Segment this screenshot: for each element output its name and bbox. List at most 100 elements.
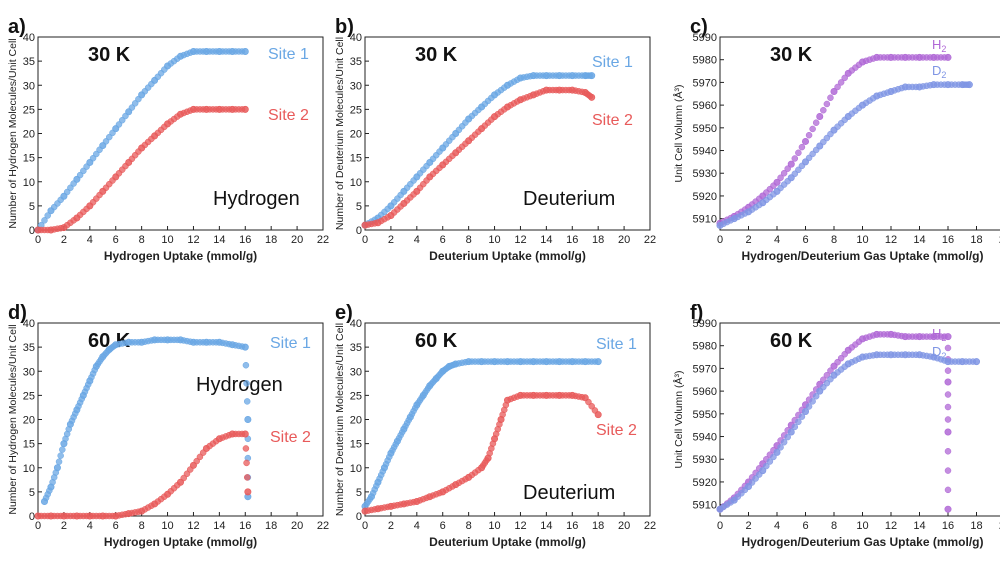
y-tick-label: 5970	[693, 363, 717, 375]
data-point	[944, 367, 952, 374]
data-point	[242, 361, 250, 369]
temperature-label: 60 K	[415, 330, 458, 352]
x-tick-label: 18	[265, 234, 277, 246]
y-tick-label: 5980	[693, 55, 717, 67]
x-tick-label: 2	[61, 234, 67, 246]
data-point	[805, 131, 813, 139]
x-tick-label: 4	[414, 520, 420, 532]
x-tick-label: 0	[717, 234, 723, 246]
data-point	[787, 160, 795, 168]
x-tick-label: 6	[113, 234, 119, 246]
data-point	[944, 428, 952, 436]
data-point	[827, 367, 834, 374]
y-tick-label: 40	[350, 32, 362, 44]
series-label: H2	[932, 326, 946, 343]
data-point	[795, 149, 802, 157]
x-tick-label: 8	[139, 520, 145, 532]
x-tick-label: 0	[362, 520, 368, 532]
y-tick-label: 40	[23, 318, 35, 330]
x-tick-label: 14	[913, 520, 925, 532]
x-axis-label: Deuterium Uptake (mmol/g)	[429, 535, 586, 549]
data-point	[241, 430, 249, 438]
data-point	[827, 94, 834, 101]
x-tick-label: 0	[362, 234, 368, 246]
series-h2	[716, 53, 952, 227]
data-point	[791, 155, 799, 162]
series-label: Site 2	[596, 422, 637, 439]
y-tick-label: 15	[23, 153, 35, 165]
series-label-main: D	[932, 63, 941, 78]
data-point	[759, 467, 767, 475]
series-site-2	[361, 86, 596, 229]
y-tick-label: 5910	[693, 500, 717, 512]
series-label-main: D	[932, 344, 941, 359]
data-point	[243, 398, 251, 405]
data-point	[57, 452, 64, 459]
y-tick-label: 5	[29, 201, 35, 213]
x-tick-label: 4	[774, 234, 780, 246]
y-axis-label: Number of Hydrogen Molecules/Unit Cell	[7, 38, 19, 228]
data-point	[594, 358, 602, 366]
series-label-subscript: 2	[941, 70, 946, 80]
data-point	[242, 445, 250, 452]
y-tick-label: 5960	[693, 100, 717, 112]
x-tick-label: 12	[187, 234, 199, 246]
gas-label: Hydrogen	[196, 374, 283, 396]
y-tick-label: 5940	[693, 146, 717, 158]
x-tick-label: 20	[618, 234, 630, 246]
x-tick-label: 16	[942, 520, 954, 532]
x-tick-label: 12	[187, 520, 199, 532]
data-point	[944, 403, 952, 411]
data-point	[588, 93, 596, 101]
data-point	[244, 488, 252, 496]
x-tick-label: 18	[265, 520, 277, 532]
x-tick-label: 6	[113, 520, 119, 532]
gas-label: Deuterium	[523, 482, 615, 504]
y-tick-label: 5990	[693, 32, 717, 44]
series-label-main: H	[932, 326, 941, 341]
panel-f: 0 2 4 6 8 10 12 14 16 18 20 5910 5920 5930 5940 5950 596…	[672, 302, 1000, 549]
x-tick-label: 20	[291, 234, 303, 246]
y-tick-label: 35	[350, 342, 362, 354]
data-point	[241, 343, 249, 351]
y-tick-label: 10	[23, 177, 35, 189]
y-tick-label: 30	[350, 80, 362, 92]
y-tick-label: 5980	[693, 341, 717, 353]
data-point	[243, 474, 251, 481]
panel-a: 0 2 4 6 8 10 12 14 16 18 20 22 0 5 10 15 20 25 30 35 40 Hydro…	[7, 16, 329, 263]
x-tick-label: 6	[802, 520, 808, 532]
data-point	[41, 217, 48, 224]
data-point	[763, 462, 770, 470]
gas-label: Deuterium	[523, 188, 615, 210]
data-point	[777, 174, 784, 182]
y-tick-label: 30	[350, 366, 362, 378]
temperature-label: 30 K	[415, 44, 458, 66]
y-tick-label: 20	[23, 415, 35, 427]
data-point	[809, 125, 816, 133]
y-tick-label: 20	[350, 129, 362, 141]
data-point	[944, 391, 952, 398]
data-point	[972, 358, 980, 366]
y-tick-label: 5930	[693, 168, 717, 180]
y-tick-label: 5930	[693, 454, 717, 466]
data-point	[241, 47, 249, 55]
series-d2	[716, 351, 980, 513]
y-tick-label: 20	[350, 415, 362, 427]
data-point	[243, 380, 250, 387]
x-tick-label: 8	[831, 520, 837, 532]
y-tick-label: 5920	[693, 191, 717, 203]
x-tick-label: 2	[745, 234, 751, 246]
y-tick-label: 10	[350, 177, 362, 189]
series-label: H2	[932, 37, 946, 54]
y-tick-label: 25	[350, 104, 362, 116]
x-tick-label: 12	[514, 234, 526, 246]
x-tick-label: 12	[514, 520, 526, 532]
data-point	[944, 505, 952, 513]
data-point	[243, 459, 250, 467]
y-tick-label: 5970	[693, 77, 717, 89]
y-axis-label: Number of Deuterium Molecules/Unit Cell	[334, 323, 346, 516]
x-tick-label: 8	[466, 234, 472, 246]
data-point	[830, 87, 838, 95]
x-tick-label: 20	[999, 520, 1000, 532]
x-tick-label: 10	[488, 234, 500, 246]
